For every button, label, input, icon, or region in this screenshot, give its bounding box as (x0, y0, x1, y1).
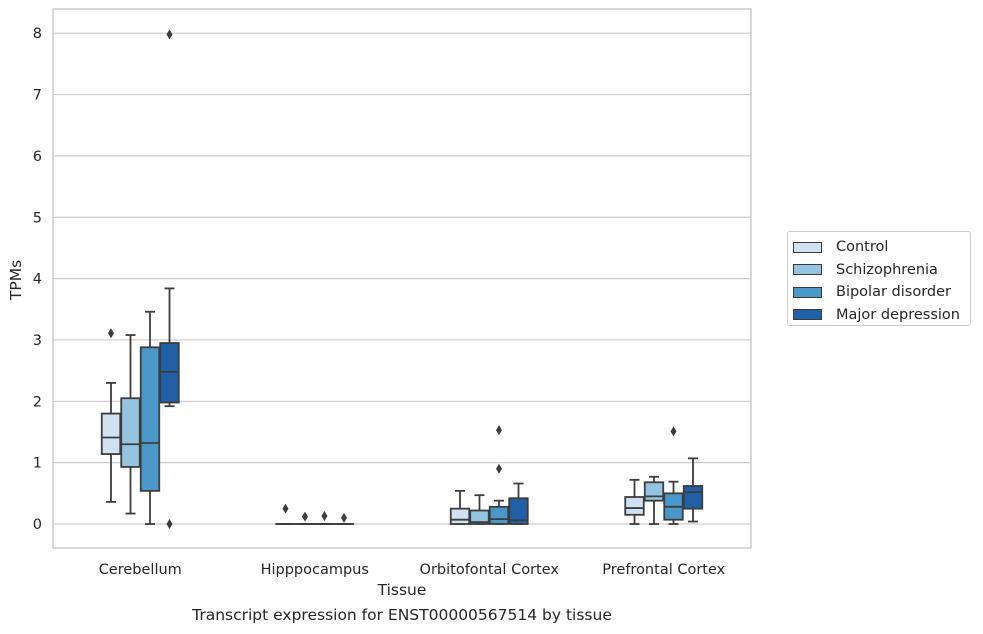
outlier-marker (302, 511, 308, 522)
box-control (449, 489, 471, 525)
legend-swatch (793, 286, 822, 298)
outlier-marker (166, 519, 173, 529)
box-bipolar-disorder (139, 310, 161, 525)
box-body (139, 346, 161, 492)
y-tick-label: 7 (33, 88, 42, 104)
box-body (488, 505, 510, 525)
x-tick-label: Hipppocampus (261, 562, 369, 578)
y-tick-label: 0 (33, 517, 42, 533)
plot-frame (52, 8, 752, 549)
box-schizophrenia (643, 475, 665, 525)
box-control (100, 328, 122, 503)
legend-label: Schizophrenia (836, 261, 938, 278)
y-tick-label: 1 (33, 456, 42, 472)
legend-label: Control (836, 239, 889, 256)
axes-frame (52, 8, 752, 549)
y-tick-label: 2 (33, 394, 42, 410)
box-body (449, 507, 471, 525)
outlier-marker (282, 503, 289, 514)
box-major-depression (508, 482, 529, 525)
box-bipolar-disorder (488, 425, 510, 525)
y-tick-label: 4 (33, 272, 42, 288)
outlier-marker (496, 463, 502, 474)
legend-item: Bipolar disorder (788, 281, 970, 304)
box-major-depression (333, 512, 355, 525)
outlier-marker (670, 426, 677, 437)
box-bipolar-disorder (314, 511, 335, 525)
box-body (100, 412, 122, 455)
box-body (508, 497, 529, 525)
box-body (624, 496, 645, 516)
outlier-marker (108, 328, 114, 339)
legend-label: Bipolar disorder (836, 284, 951, 301)
x-tick-label: Orbitofontal Cortex (420, 562, 560, 578)
legend-swatch (793, 264, 822, 276)
x-tick-label: Prefrontal Cortex (602, 562, 725, 578)
box-schizophrenia (469, 494, 490, 525)
box-major-depression (159, 29, 180, 529)
legend: Control Schizophrenia Bipolar disorder Majo… (787, 231, 971, 326)
outlier-marker (321, 511, 328, 522)
box-bipolar-disorder (663, 426, 684, 525)
box-control (624, 478, 645, 525)
outlier-marker (166, 29, 173, 40)
box-control (275, 503, 296, 525)
legend-swatch (793, 309, 822, 321)
box-schizophrenia (120, 334, 141, 515)
y-tick-label: 3 (33, 333, 42, 349)
outlier-marker (341, 512, 347, 523)
chart-caption: Transcript expression for ENST0000056751… (192, 606, 612, 624)
legend-swatch (793, 241, 822, 253)
box-plots (100, 29, 704, 529)
legend-item: Schizophrenia (788, 259, 970, 282)
box-major-depression (682, 457, 704, 523)
box-body (643, 481, 665, 502)
y-tick-label: 8 (33, 26, 42, 42)
box-body (682, 485, 704, 510)
legend-item: Major depression (788, 304, 970, 327)
box-schizophrenia (294, 511, 316, 525)
x-tick-label: Cerebellum (99, 562, 182, 578)
outlier-marker (496, 425, 502, 436)
y-axis-label: TPMs (7, 260, 25, 301)
box-body (159, 342, 180, 404)
tick-labels: 0 1 2 3 4 5 6 7 8 Cerebellum Hipppocampus Orbitofon… (33, 26, 726, 578)
y-tick-label: 5 (33, 210, 42, 226)
box-body (469, 509, 490, 525)
box-body (120, 397, 141, 468)
x-axis-label: Tissue (377, 581, 427, 599)
legend-label: Major depression (836, 306, 960, 323)
y-tick-label: 6 (33, 149, 42, 165)
legend-item: Control (788, 236, 970, 259)
